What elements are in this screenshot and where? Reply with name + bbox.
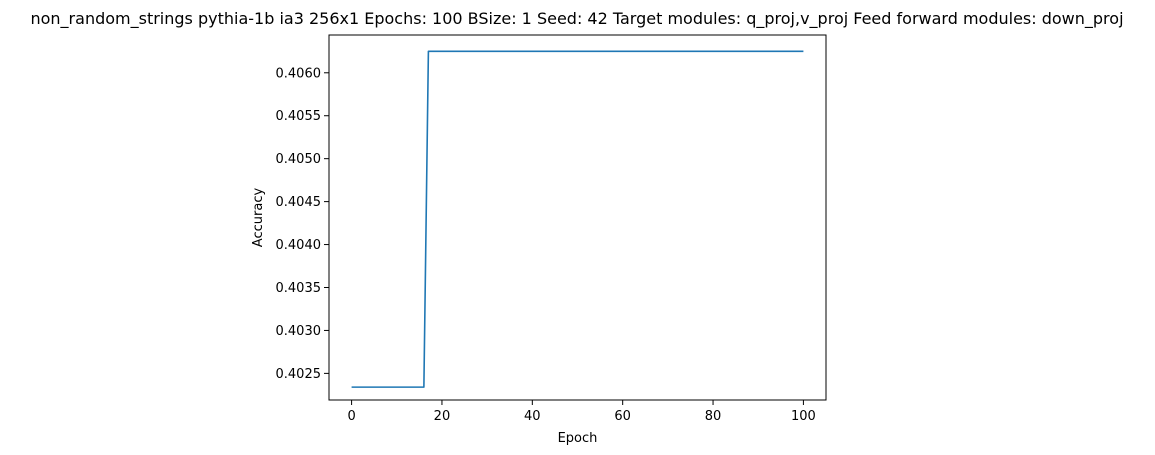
- series-line: [351, 50, 804, 388]
- y-tick-label: 0.4030: [276, 324, 322, 339]
- x-tick-label: 40: [524, 409, 541, 424]
- x-axis-title: Epoch: [558, 431, 598, 446]
- x-tick-label: 60: [614, 409, 631, 424]
- x-tick-label: 0: [347, 409, 355, 424]
- y-tick-label: 0.4040: [276, 238, 322, 253]
- x-tick-label: 80: [705, 409, 722, 424]
- plot-area: 0 20 40 60 80 100 0.40250.40300.40350.40400.4…: [276, 34, 827, 424]
- y-tick-label: 0.4025: [276, 367, 322, 382]
- chart-title: non_random_strings pythia-1b ia3 256x1 E…: [30, 9, 1123, 29]
- y-tick-label: 0.4055: [276, 109, 322, 124]
- y-tick-label: 0.4050: [276, 152, 322, 167]
- x-tick-label: 100: [791, 409, 816, 424]
- plot-frame: [328, 34, 827, 401]
- x-tick-label: 20: [434, 409, 451, 424]
- y-axis-title: Accuracy: [251, 188, 266, 248]
- y-tick-label: 0.4045: [276, 195, 322, 210]
- x-axis: 0 20 40 60 80 100: [347, 400, 816, 424]
- y-tick-label: 0.4060: [276, 66, 322, 81]
- y-axis: 0.4025 0.4030 0.4035 0.4040 0.4045 0.4050 0.40…: [276, 66, 329, 382]
- y-tick-label: 0.4035: [276, 281, 322, 296]
- series-layer: [351, 50, 804, 388]
